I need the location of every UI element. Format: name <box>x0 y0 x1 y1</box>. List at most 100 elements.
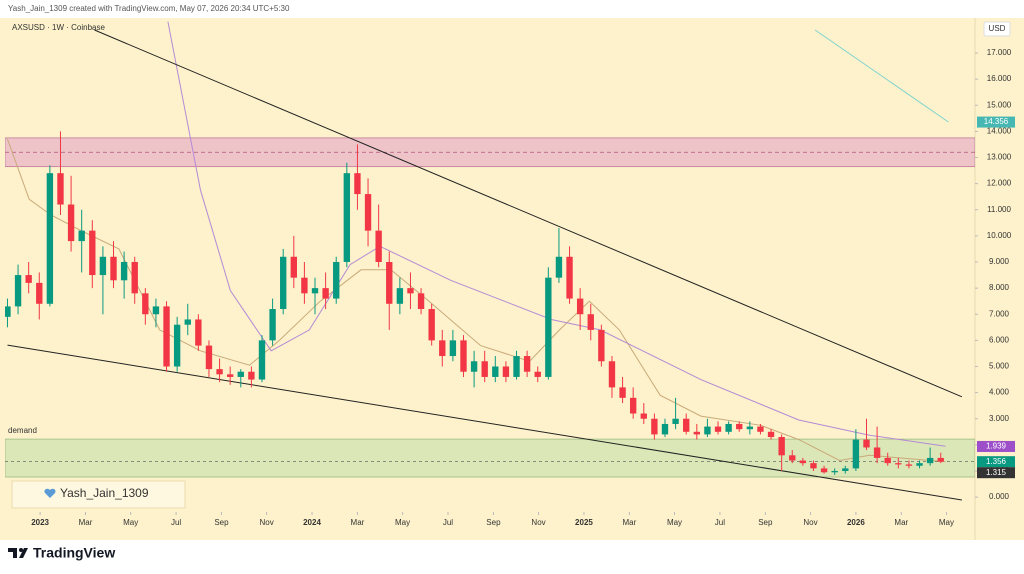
candle-body <box>704 426 711 435</box>
candle-body <box>322 288 329 299</box>
x-tick-label: Mar <box>351 518 365 527</box>
x-tick-label: May <box>123 518 138 527</box>
axes: 0.0001.0002.0003.0004.0005.0006.0007.000… <box>8 48 1015 527</box>
candle-body <box>778 437 785 456</box>
logo-text: TradingView <box>33 545 115 561</box>
y-tick-label: 0.000 <box>989 492 1010 501</box>
candle-body <box>523 356 531 372</box>
y-tick-label: 7.000 <box>989 309 1010 318</box>
price-label: 1.939 <box>986 442 1007 451</box>
candle-body <box>895 463 902 465</box>
candle-body <box>248 371 255 380</box>
candle-body <box>343 173 351 262</box>
x-tick-label: Nov <box>531 518 545 527</box>
x-tick-label: Jul <box>171 518 181 527</box>
candle-body <box>396 288 404 304</box>
candle-body <box>576 298 584 315</box>
zone-label: demand <box>8 426 37 435</box>
candle-body <box>470 361 478 372</box>
candle-body <box>789 455 796 461</box>
x-tick-label: 2025 <box>575 518 593 527</box>
candle-body <box>173 324 181 367</box>
candle-body <box>852 439 860 469</box>
y-tick-label: 12.000 <box>987 179 1012 188</box>
footer-logo[interactable]: TradingView <box>8 545 115 561</box>
candle-body <box>131 261 138 294</box>
y-tick-label: 6.000 <box>989 335 1010 344</box>
x-tick-label: Jul <box>443 518 453 527</box>
candle-body <box>120 261 128 281</box>
candle-body <box>78 230 85 242</box>
y-tick-label: 10.000 <box>987 231 1012 240</box>
candle-body <box>269 309 276 341</box>
candle-body <box>534 371 541 377</box>
candle-body <box>449 340 457 357</box>
candle-body <box>884 457 891 464</box>
x-tick-label: Nov <box>803 518 817 527</box>
y-tick-label: 3.000 <box>989 414 1010 423</box>
y-tick-label: 13.000 <box>987 153 1012 162</box>
candle-body <box>513 356 520 377</box>
candle-body <box>555 256 563 278</box>
candle-body <box>152 306 160 315</box>
x-tick-label: Mar <box>622 518 636 527</box>
price-label-box <box>977 116 1015 128</box>
x-tick-label: May <box>667 518 682 527</box>
candle-body <box>767 431 775 438</box>
y-tick-label: 17.000 <box>987 48 1012 57</box>
candle-body <box>587 314 594 330</box>
candle-body <box>375 230 382 262</box>
candle-body <box>258 340 266 380</box>
candle-body <box>460 340 467 372</box>
line <box>94 29 963 398</box>
candle-body <box>746 426 754 430</box>
candle-body <box>354 173 361 195</box>
x-tick-label: Mar <box>79 518 93 527</box>
candle-body <box>5 306 11 317</box>
y-tick-label: 15.000 <box>987 100 1012 109</box>
price-label-box <box>977 440 1015 452</box>
candle-body <box>619 387 626 398</box>
candle-body <box>873 447 881 458</box>
y-tick-label: 4.000 <box>989 388 1010 397</box>
candle-body <box>842 468 849 471</box>
candle-body <box>757 426 764 432</box>
y-tick-label: 9.000 <box>989 257 1010 266</box>
candle-body <box>57 173 64 205</box>
price-label: 1.356 <box>986 457 1007 466</box>
candle-body <box>640 413 647 419</box>
candle-body <box>46 173 54 304</box>
x-tick-label: Nov <box>259 518 273 527</box>
candle-body <box>926 457 934 464</box>
candle-body <box>290 256 297 278</box>
y-tick-label: 11.000 <box>987 205 1011 214</box>
watermark-box <box>11 480 186 509</box>
candle-body <box>831 470 838 473</box>
candle-body <box>545 277 552 377</box>
candle-body <box>226 374 234 377</box>
candle-body <box>280 256 287 310</box>
x-tick-label: May <box>395 518 410 527</box>
logo-dot <box>19 548 23 552</box>
candle-body <box>99 256 107 276</box>
candle-body <box>14 275 22 307</box>
currency-box[interactable] <box>983 21 1011 37</box>
price-label-box <box>977 467 1015 479</box>
candle-body <box>481 361 488 377</box>
header: Yash_Jain_1309 created with TradingView.… <box>8 4 290 13</box>
candle-body <box>736 423 743 430</box>
y-tick-label: 5.000 <box>989 362 1010 371</box>
candle-body <box>89 230 96 276</box>
y-tick-label: 16.000 <box>987 74 1012 83</box>
candle-body <box>237 371 244 377</box>
candle-body <box>311 288 319 294</box>
candle-body <box>36 282 43 304</box>
candle-body <box>492 366 499 377</box>
line <box>814 29 949 123</box>
x-tick-label: 2026 <box>847 518 865 527</box>
logo-icon <box>8 548 28 558</box>
x-tick-label: 2023 <box>31 518 49 527</box>
symbol-title: AXSUSD · 1W · Coinbase <box>12 23 105 32</box>
x-tick-label: 2024 <box>303 518 321 527</box>
